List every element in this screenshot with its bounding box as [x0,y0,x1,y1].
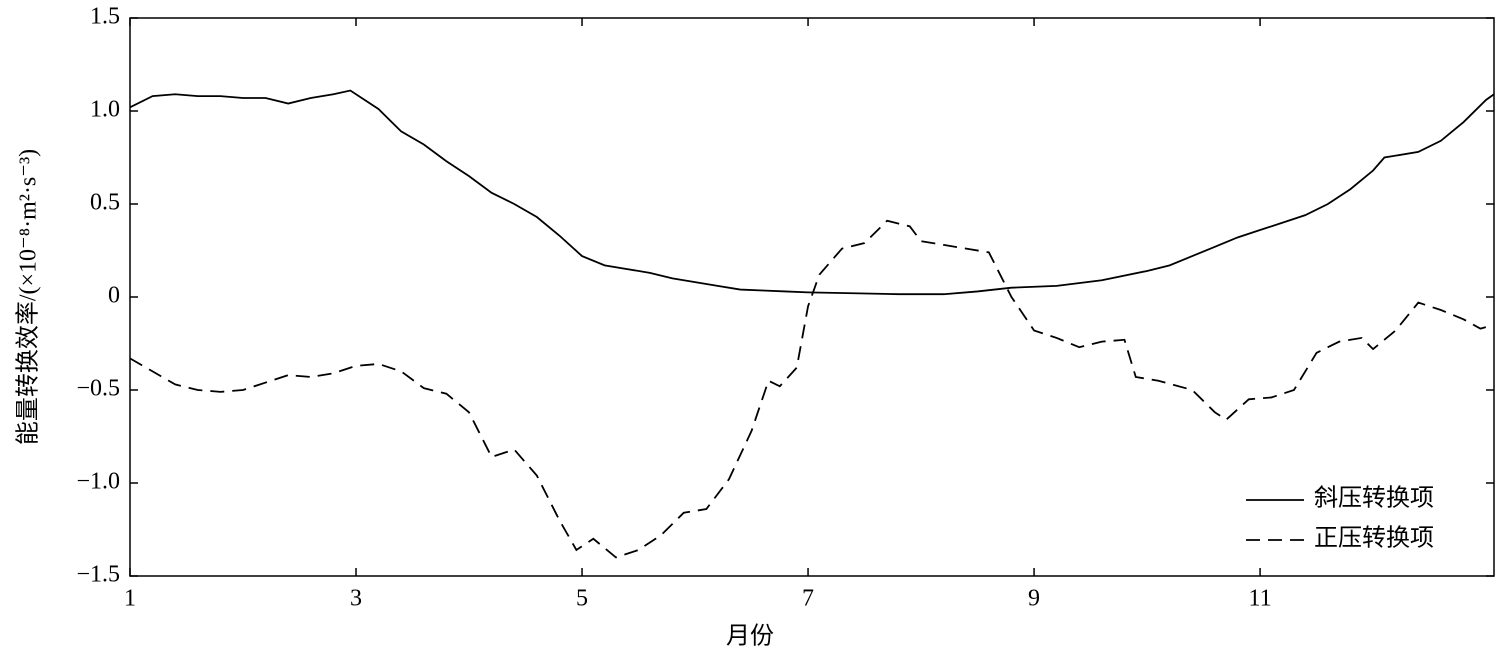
x-tick-label: 9 [1028,586,1040,612]
y-tick-label: 1.0 [90,97,120,123]
series-line [129,219,1495,559]
y-tick-label: 1.5 [90,4,120,30]
x-tick-label: 5 [576,586,588,612]
y-tick-label: −1.0 [76,469,120,495]
series-line [129,89,1495,296]
y-tick-label: −1.5 [76,562,120,588]
x-tick-label: 11 [1249,586,1272,612]
x-tick-label: 1 [124,586,136,612]
plot-frame [129,17,1495,577]
x-tick-label: 7 [802,586,814,612]
x-axis-label: 月份 [726,623,774,650]
y-tick-label: 0.5 [90,190,120,216]
y-tick-label: −0.5 [76,376,120,402]
x-tick-label: 3 [350,586,362,612]
legend-label: 正压转换项 [1314,525,1434,552]
legend-label: 斜压转换项 [1314,485,1434,512]
y-axis-label: 能量转换效率/(×10⁻⁸·m²·s⁻³) [15,149,42,445]
y-tick-label: 0 [108,283,120,309]
